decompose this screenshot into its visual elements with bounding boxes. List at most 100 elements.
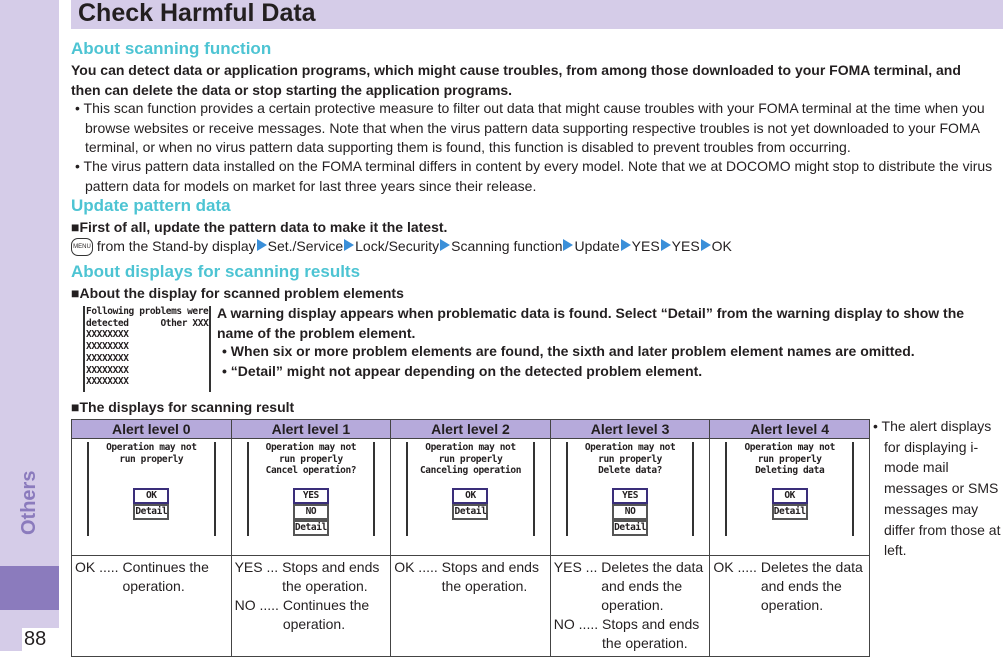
option-desc: Continues the operation. (282, 597, 370, 632)
screen-line: Operation may not (106, 442, 197, 453)
problem-elements-screen: Following problems were detected Other XX… (83, 306, 211, 392)
option-key: OK ..... (713, 559, 757, 575)
alert-screen: Operation may not run properly OK Detail (87, 442, 216, 536)
heading-results: About displays for scanning results (71, 262, 361, 281)
option-key: NO ..... (553, 616, 599, 632)
screen-line: run properly (598, 453, 662, 465)
alert-description: YES ... Deletes the data and ends the op… (549, 555, 711, 657)
scan-bullet: • The virus pattern data installed on th… (75, 158, 993, 194)
alert-button[interactable]: Detail (292, 520, 329, 536)
option-key: YES ... (553, 559, 598, 575)
scan-bullet: • This scan function provides a certain … (75, 100, 985, 155)
option-desc: Stops and ends the operation. (441, 559, 539, 594)
alert-screen-cell: Operation may not run properly Deleting da… (709, 438, 870, 556)
alert-button[interactable]: Detail (452, 504, 489, 520)
alert-screen: Operation may not run properly Delete data… (565, 442, 695, 536)
option-desc: Stops and ends the operation. (282, 559, 380, 594)
alert-button[interactable]: OK (771, 488, 808, 504)
results-bullet: • “Detail” might not appear depending on… (222, 363, 703, 379)
update-lead: ■First of all, update the pattern data t… (71, 219, 448, 235)
alert-level-header: Alert level 4 (709, 419, 870, 439)
menu-step: Scanning function (451, 238, 563, 254)
results-desc: A warning display appears when problemat… (217, 305, 965, 341)
screen-line: XXXXXXXX (86, 376, 129, 388)
arrow-icon (660, 239, 671, 251)
screen-line: run properly (438, 453, 503, 465)
screen-line: XXXXXXXX (86, 341, 129, 353)
note: • The alert displays for displaying i-mo… (873, 418, 1001, 559)
screen-line: Operation may not (265, 442, 357, 453)
screen-line: run properly (278, 453, 343, 465)
arrow-icon (700, 239, 711, 251)
alert-button[interactable]: OK (452, 488, 489, 504)
section-tab (0, 566, 59, 610)
update-steps: MENU from the Stand-by display Set./Servi… (71, 237, 732, 257)
option-key: NO ..... (234, 597, 279, 613)
option-key: OK ..... (394, 559, 438, 575)
alert-level-header: Alert level 0 (71, 419, 232, 439)
results-sub1: ■About the display for scanned problem e… (71, 285, 404, 301)
alert-button[interactable]: Detail (612, 520, 649, 536)
menu-key-icon: MENU (71, 238, 93, 257)
option-desc: Stops and ends the operation. (602, 616, 700, 651)
screen-line: XXXXXXXX (86, 352, 129, 364)
arrow-icon (256, 239, 267, 251)
alert-button[interactable]: YES (612, 488, 649, 504)
results-sub2: ■The displays for scanning result (71, 399, 295, 415)
page-title: Check Harmful Data (71, 0, 1003, 29)
alert-button[interactable]: YES (292, 488, 329, 504)
menu-step: YES (631, 238, 660, 254)
screen-line: Operation may not (584, 442, 676, 453)
screen-line: Operation may not (744, 442, 835, 453)
alert-level-header: Alert level 3 (549, 419, 711, 439)
alert-screen: Operation may not run properly Deleting da… (725, 442, 854, 536)
menu-step: YES (671, 238, 700, 254)
alert-screen-cell: Operation may not run properly OK Detail (71, 438, 232, 556)
menu-step: Set./Service (267, 238, 344, 254)
alert-screen-cell: Operation may not run properly Cancel oper… (230, 438, 392, 556)
alert-level-header: Alert level 1 (230, 419, 392, 439)
heading-update: Update pattern data (71, 196, 231, 215)
alert-screen-cell: Operation may not run properly Canceling o… (390, 438, 551, 556)
option-key: YES ... (234, 559, 279, 575)
screen-line: run properly (119, 453, 184, 465)
alert-button[interactable]: NO (292, 504, 329, 520)
alert-button[interactable]: Detail (133, 504, 170, 520)
screen-line: Canceling operation (419, 465, 522, 477)
screen-line: Cancel operation? (265, 465, 357, 477)
arrow-icon (440, 239, 451, 251)
screen-line: Following problems were (86, 306, 209, 317)
menu-step: OK (711, 238, 732, 254)
sidebar: Others (0, 0, 59, 651)
option-desc: Continues the operation. (122, 559, 209, 594)
menu-step: Update (574, 238, 620, 254)
heading-scan: About scanning function (71, 39, 272, 58)
option-desc: Deletes the data and ends the operation. (760, 559, 863, 613)
alert-description: OK ..... Stops and ends the operation. (390, 555, 551, 657)
alert-button[interactable]: OK (133, 488, 170, 504)
alert-description: OK ..... Deletes the data and ends the o… (709, 555, 870, 657)
screen-line: XXXXXXXX (86, 329, 129, 341)
arrow-icon (620, 239, 631, 251)
screen-line: Operation may not (425, 442, 516, 453)
alert-screen-cell: Operation may not run properly Delete data… (549, 438, 711, 556)
alert-button[interactable]: NO (612, 504, 649, 520)
alert-description: YES ... Stops and ends the operation. NO … (230, 555, 392, 657)
alert-level-header: Alert level 2 (390, 419, 551, 439)
alert-button[interactable]: Detail (771, 504, 808, 520)
screen-line: detected Other XXXX (86, 317, 211, 329)
option-desc: Deletes the data and ends the operation. (601, 559, 704, 613)
alert-screen: Operation may not run properly Cancel oper… (246, 442, 376, 536)
screen-line: run properly (757, 453, 822, 465)
results-bullet: • When six or more problem elements are … (222, 343, 915, 359)
alert-screen: Operation may not run properly Canceling o… (406, 442, 535, 536)
scan-lead: You can detect data or application progr… (71, 62, 961, 98)
screen-line: XXXXXXXX (86, 364, 129, 376)
menu-step: Lock/Security (355, 238, 440, 254)
option-key: OK ..... (75, 559, 119, 575)
screen-line: Deleting data (755, 465, 825, 477)
screen-line: Delete data? (598, 465, 662, 477)
page-number: 88 (22, 628, 59, 651)
arrow-icon (344, 239, 355, 251)
